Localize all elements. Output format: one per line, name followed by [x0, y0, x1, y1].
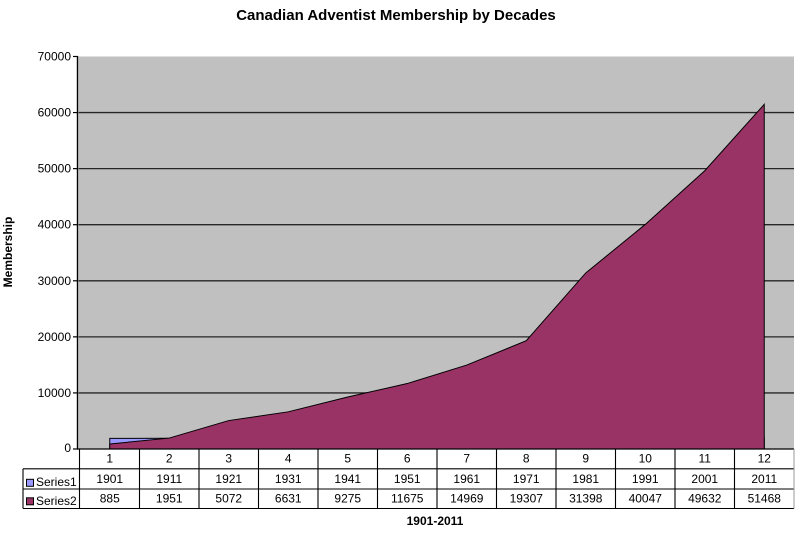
- svg-text:3: 3: [225, 451, 232, 465]
- svg-text:1991: 1991: [632, 472, 659, 486]
- svg-text:11: 11: [699, 451, 712, 465]
- svg-text:70000: 70000: [38, 50, 72, 64]
- svg-text:1971: 1971: [513, 472, 540, 486]
- svg-text:2001: 2001: [691, 472, 718, 486]
- svg-text:14969: 14969: [450, 491, 484, 505]
- svg-text:Canadian Adventist Membership: Canadian Adventist Membership by Decades: [236, 7, 556, 24]
- svg-text:2: 2: [166, 451, 173, 465]
- svg-text:50000: 50000: [38, 162, 72, 176]
- svg-text:5: 5: [344, 451, 351, 465]
- svg-text:885: 885: [100, 491, 120, 505]
- svg-text:51468: 51468: [748, 491, 782, 505]
- svg-text:12: 12: [758, 451, 772, 465]
- svg-text:1921: 1921: [215, 472, 242, 486]
- svg-text:5072: 5072: [215, 491, 242, 505]
- svg-text:Series1: Series1: [36, 475, 77, 489]
- svg-text:40047: 40047: [629, 491, 663, 505]
- svg-text:30000: 30000: [38, 274, 72, 288]
- svg-text:6631: 6631: [275, 491, 302, 505]
- svg-text:19307: 19307: [510, 491, 544, 505]
- svg-text:31398: 31398: [569, 491, 603, 505]
- svg-text:4: 4: [285, 451, 292, 465]
- svg-text:10000: 10000: [38, 386, 72, 400]
- svg-text:2011: 2011: [751, 472, 777, 486]
- svg-text:1961: 1961: [453, 472, 480, 486]
- svg-text:6: 6: [404, 451, 411, 465]
- svg-text:Membership: Membership: [1, 217, 15, 288]
- svg-text:8: 8: [523, 451, 530, 465]
- svg-text:0: 0: [64, 441, 71, 455]
- svg-text:1901: 1901: [96, 472, 123, 486]
- svg-text:1911: 1911: [156, 472, 182, 486]
- svg-text:40000: 40000: [38, 218, 72, 232]
- svg-text:9: 9: [582, 451, 589, 465]
- svg-text:1901-2011: 1901-2011: [407, 514, 464, 528]
- svg-text:7: 7: [463, 451, 470, 465]
- svg-text:11675: 11675: [391, 491, 424, 505]
- svg-text:1951: 1951: [156, 491, 183, 505]
- svg-text:1981: 1981: [572, 472, 599, 486]
- svg-text:1931: 1931: [275, 472, 302, 486]
- svg-text:49632: 49632: [688, 491, 722, 505]
- svg-text:1941: 1941: [334, 472, 361, 486]
- svg-text:20000: 20000: [38, 330, 72, 344]
- svg-text:1951: 1951: [394, 472, 421, 486]
- svg-text:60000: 60000: [38, 106, 72, 120]
- svg-text:Series2: Series2: [36, 494, 77, 508]
- svg-text:10: 10: [639, 451, 653, 465]
- svg-text:1: 1: [106, 451, 113, 465]
- svg-text:9275: 9275: [334, 491, 361, 505]
